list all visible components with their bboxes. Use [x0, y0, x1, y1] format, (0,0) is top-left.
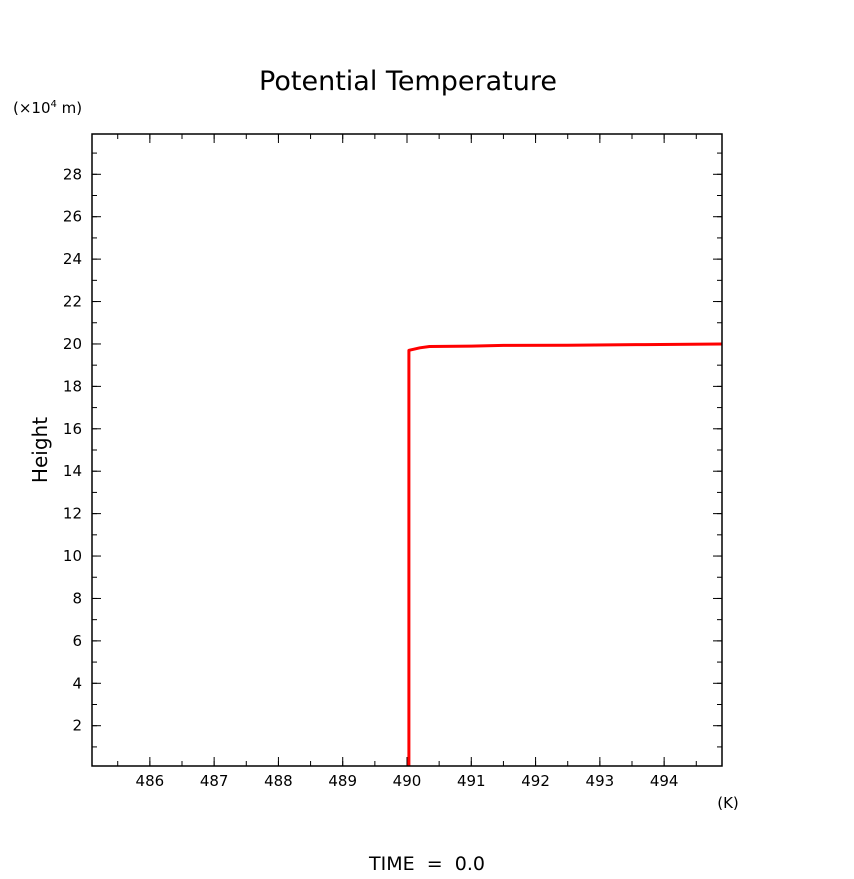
- y-tick-label: 24: [63, 250, 82, 268]
- y-tick-label: 6: [72, 632, 82, 650]
- y-tick-label: 2: [72, 717, 82, 735]
- y-tick-label: 18: [63, 377, 82, 395]
- y-tick-label: 28: [63, 165, 82, 183]
- y-tick-label: 8: [72, 589, 82, 607]
- axis-ticks: [92, 134, 722, 766]
- chart-title: Potential Temperature: [259, 66, 557, 97]
- y-unit-exponent: 4: [51, 99, 57, 110]
- y-tick-label: 26: [63, 208, 82, 226]
- x-tick-label: 491: [457, 772, 486, 790]
- y-tick-label: 14: [63, 462, 82, 480]
- x-tick-label: 494: [650, 772, 679, 790]
- y-tick-label: 4: [72, 674, 82, 692]
- x-tick-label: 487: [200, 772, 229, 790]
- y-axis-label: Height: [28, 417, 52, 483]
- y-tick-label: 16: [63, 420, 82, 438]
- x-tick-label: 486: [136, 772, 165, 790]
- series-group: [407, 342, 723, 766]
- x-tick-label: 492: [521, 772, 550, 790]
- y-tick-label: 20: [63, 335, 82, 353]
- axis-tick-labels: 486 487 488 489 490 491 492 493 4942468101214161…: [63, 165, 679, 790]
- y-tick-label: 10: [63, 547, 82, 565]
- time-label: TIME = 0.0: [368, 853, 485, 875]
- y-tick-label: 22: [63, 293, 82, 311]
- y-unit-suffix: m): [57, 99, 82, 117]
- series-line: [407, 342, 723, 766]
- plot-frame: [91, 133, 723, 767]
- y-tick-label: 12: [63, 505, 82, 523]
- x-tick-label: 493: [586, 772, 615, 790]
- x-tick-label: 488: [264, 772, 293, 790]
- x-unit-label: (K): [717, 794, 739, 812]
- x-tick-label: 490: [393, 772, 422, 790]
- y-unit-label: (×104 m): [13, 99, 82, 117]
- y-unit-prefix: (×10: [13, 99, 51, 117]
- x-tick-label: 489: [328, 772, 357, 790]
